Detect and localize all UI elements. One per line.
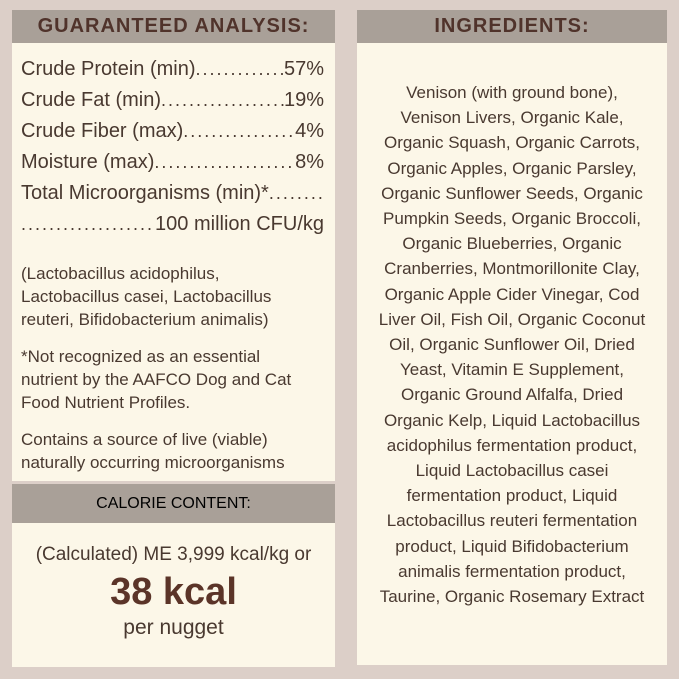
guaranteed-analysis-header: GUARANTEED ANALYSIS: xyxy=(12,10,335,43)
note-aafco-footnote: *Not recognized as an essential nutrient… xyxy=(21,347,292,412)
dot-leader: ........................................… xyxy=(161,90,284,110)
analysis-row-moisture: Moisture (max) .........................… xyxy=(21,151,324,182)
analysis-value: 19% xyxy=(283,89,324,111)
analysis-value: 57% xyxy=(283,58,324,80)
analysis-row-microorganisms-label: Total Microorganisms (min)* ............… xyxy=(21,182,324,213)
right-column: INGREDIENTS: Venison (with ground bone),… xyxy=(357,10,667,665)
analysis-row-microorganisms-value: ........................................… xyxy=(21,213,324,244)
calorie-content-title: CALORIE CONTENT: xyxy=(96,494,251,512)
dot-leader: ........................................… xyxy=(154,152,295,172)
note-viable-microorganisms: Contains a source of live (viable) natur… xyxy=(21,430,285,472)
analysis-value: 8% xyxy=(295,151,324,173)
analysis-label: Crude Fiber (max) xyxy=(21,120,184,142)
dot-leader: ........................................… xyxy=(21,214,155,234)
calorie-calculated-line: (Calculated) ME 3,999 kcal/kg or xyxy=(35,544,312,565)
analysis-value: 4% xyxy=(295,120,324,142)
ingredients-header: INGREDIENTS: xyxy=(357,10,667,43)
ingredients-panel: Venison (with ground bone), Venison Live… xyxy=(357,43,667,665)
analysis-label: Crude Protein (min) xyxy=(21,58,196,80)
analysis-row-crude-fiber: Crude Fiber (max) ......................… xyxy=(21,120,324,151)
dot-leader: ........................................… xyxy=(268,183,324,203)
calorie-big-value: 38 kcal xyxy=(110,571,237,613)
ingredients-title: INGREDIENTS: xyxy=(434,15,590,37)
analysis-row-crude-protein: Crude Protein (min) ....................… xyxy=(21,58,324,89)
guaranteed-analysis-panel: Crude Protein (min) ....................… xyxy=(12,43,335,481)
note-organisms: (Lactobacillus acidophilus, Lactobacillu… xyxy=(21,264,272,329)
calorie-content-panel: (Calculated) ME 3,999 kcal/kg or 38 kcal… xyxy=(12,523,335,667)
dot-leader: ........................................… xyxy=(195,59,284,79)
calorie-content-header: CALORIE CONTENT: xyxy=(12,484,335,523)
analysis-value: 100 million CFU/kg xyxy=(155,213,324,235)
guaranteed-analysis-title: GUARANTEED ANALYSIS: xyxy=(37,15,310,37)
calorie-per-nugget: per nugget xyxy=(123,616,224,639)
analysis-row-crude-fat: Crude Fat (min) ........................… xyxy=(21,89,324,120)
analysis-label: Total Microorganisms (min)* xyxy=(21,182,269,204)
dot-leader: ........................................… xyxy=(183,121,296,141)
ingredients-list: Venison (with ground bone), Venison Live… xyxy=(378,83,646,607)
left-column: GUARANTEED ANALYSIS: Crude Protein (min)… xyxy=(12,10,335,667)
analysis-label: Crude Fat (min) xyxy=(21,89,162,111)
analysis-label: Moisture (max) xyxy=(21,151,155,173)
